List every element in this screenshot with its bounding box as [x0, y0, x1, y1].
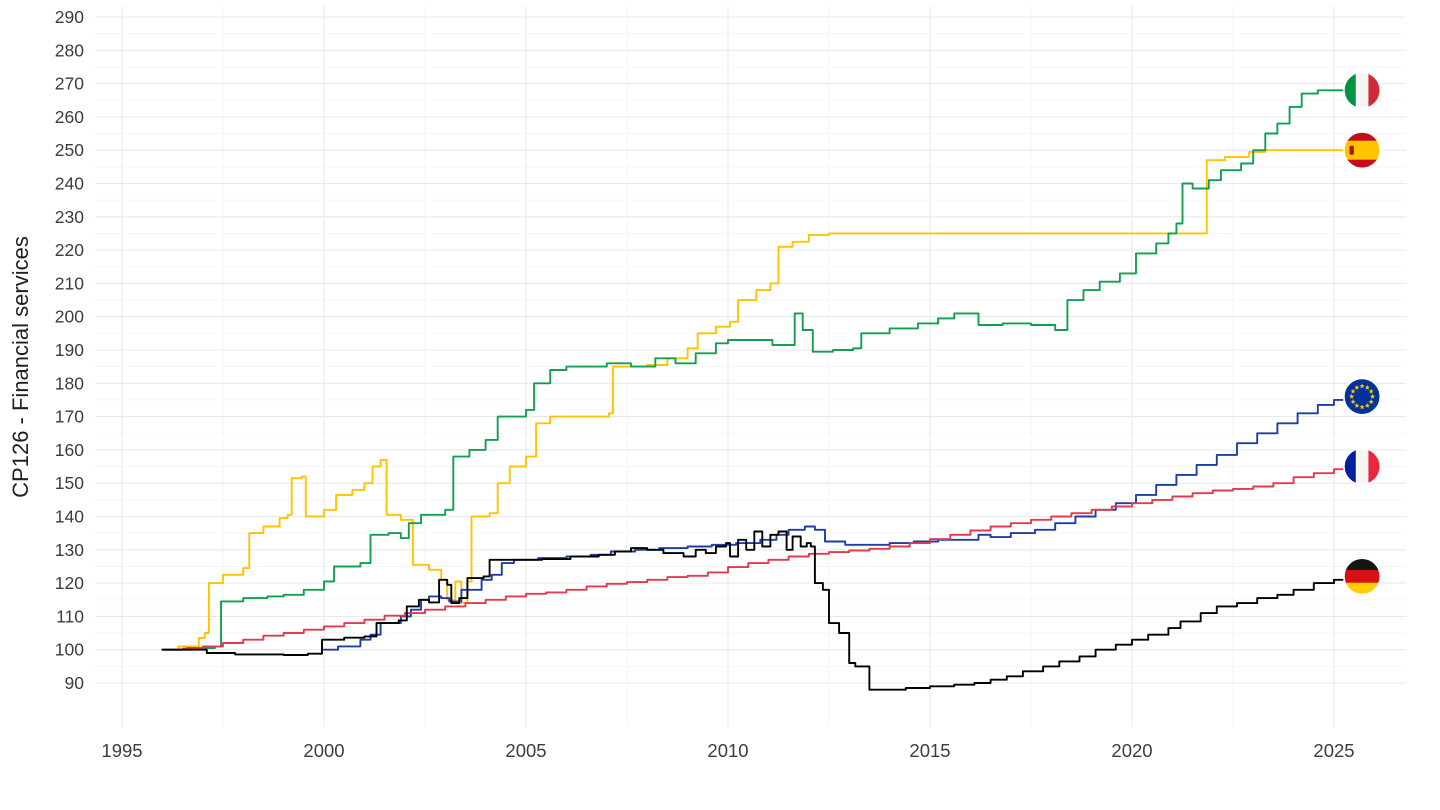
- y-tick-label: 90: [65, 673, 85, 693]
- flag-icon-italy: [1342, 71, 1382, 110]
- x-tick-label: 2020: [1111, 740, 1152, 761]
- y-tick-label: 180: [55, 373, 84, 393]
- y-tick-label: 140: [55, 506, 84, 526]
- y-axis-title: CP126 - Financial services: [8, 236, 33, 498]
- flag-icon-eu: [1342, 377, 1382, 416]
- flag-icon-germany: [1342, 557, 1382, 596]
- y-tick-label: 150: [55, 473, 84, 493]
- y-tick-label: 130: [55, 540, 84, 560]
- y-tick-label: 260: [55, 107, 84, 127]
- y-tick-label: 100: [55, 640, 84, 660]
- y-tick-label: 160: [55, 440, 84, 460]
- y-tick-label: 240: [55, 173, 84, 193]
- x-tick-label: 2005: [505, 740, 546, 761]
- x-tick-label: 1995: [101, 740, 142, 761]
- series-line-germany: [161, 530, 1350, 691]
- y-tick-label: 220: [55, 240, 84, 260]
- y-tick-label: 170: [55, 407, 84, 427]
- flag-icon-france: [1342, 447, 1382, 486]
- x-tick-label: 2025: [1313, 740, 1354, 761]
- y-tick-label: 230: [55, 207, 84, 227]
- y-tick-label: 290: [55, 7, 84, 27]
- x-tick-label: 2000: [303, 740, 344, 761]
- y-tick-label: 250: [55, 140, 84, 160]
- y-tick-label: 210: [55, 273, 84, 293]
- x-tick-label: 2015: [909, 740, 950, 761]
- series-line-france: [161, 465, 1350, 651]
- series-line-eu: [323, 395, 1350, 651]
- y-tick-label: 110: [56, 606, 84, 626]
- gridlines-minor: [95, 6, 1406, 727]
- y-tick-label: 120: [55, 573, 84, 593]
- y-tick-label: 280: [55, 40, 84, 60]
- axis-labels: 90 100 110 120 130 140 150 160 170 180 190 200 210 22…: [55, 7, 1355, 761]
- y-tick-label: 190: [55, 340, 84, 360]
- series-line-italy: [161, 89, 1350, 651]
- x-tick-label: 2010: [707, 740, 748, 761]
- flag-icon-spain: [1342, 130, 1382, 170]
- y-tick-label: 200: [55, 307, 84, 327]
- y-tick-label: 270: [55, 74, 84, 94]
- series-line-spain: [161, 149, 1350, 651]
- series-lines: [161, 89, 1350, 691]
- flag-legend: [1342, 71, 1382, 596]
